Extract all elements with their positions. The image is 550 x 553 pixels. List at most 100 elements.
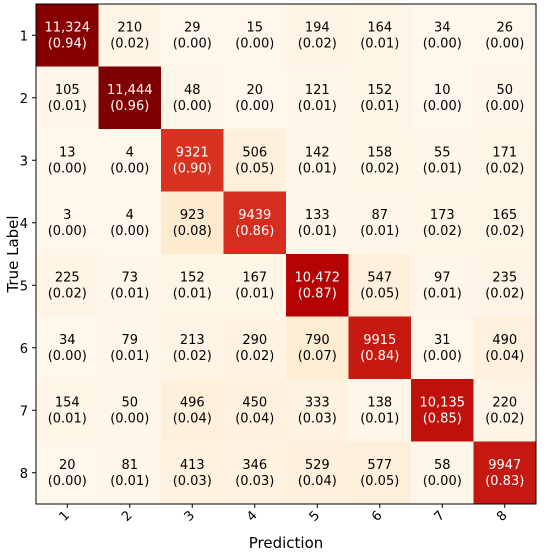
cell-proportion-label: (0.02): [485, 224, 524, 239]
heatmap-cell: [98, 66, 162, 130]
heatmap-cell: [286, 66, 349, 130]
y-tick-label: 2: [20, 92, 28, 107]
y-tick-label: 8: [20, 467, 28, 482]
cell-count-label: 173: [430, 208, 455, 223]
cell-proportion-label: (0.00): [110, 411, 149, 426]
heatmap-cell: [411, 66, 474, 130]
cell-proportion-label: (0.00): [485, 36, 524, 51]
heatmap-cell: [473, 4, 537, 67]
x-tick-label: 5: [307, 508, 323, 524]
heatmap-cell: [411, 441, 474, 505]
plot-frame: [35, 3, 537, 505]
cell-count-label: 210: [117, 20, 142, 35]
heatmap-cell: [161, 129, 224, 192]
cell-count-label: 105: [55, 83, 80, 98]
heatmap-cell: [348, 379, 412, 442]
cell-count-label: 4: [126, 145, 134, 160]
cell-proportion-label: (0.01): [423, 286, 462, 301]
heatmap-cell: [223, 129, 287, 192]
cell-count-label: 13: [59, 145, 76, 160]
heatmap-cell: [473, 316, 537, 380]
cell-proportion-label: (0.87): [298, 286, 337, 301]
cell-count-label: 48: [184, 83, 201, 98]
cell-count-label: 529: [305, 458, 330, 473]
cell-proportion-label: (0.00): [423, 36, 462, 51]
heatmap-cell: [473, 129, 537, 192]
y-tick-label: 4: [20, 217, 28, 232]
cell-proportion-label: (0.01): [48, 99, 87, 114]
y-tick-label: 1: [20, 29, 28, 44]
cell-proportion-label: (0.04): [173, 411, 212, 426]
cell-proportion-label: (0.02): [235, 349, 274, 364]
cell-count-label: 154: [55, 395, 80, 410]
heatmap-cell: [348, 191, 412, 255]
heatmap-cell: [473, 66, 537, 130]
heatmap-cell: [286, 441, 349, 505]
heatmap-cell: [348, 316, 412, 380]
y-axis-label: True Label: [4, 215, 22, 293]
cell-proportion-label: (0.01): [48, 411, 87, 426]
heatmap-cell: [161, 379, 224, 442]
x-tick-label: 3: [182, 508, 198, 524]
heatmap-cell: [223, 379, 287, 442]
heatmap-cell: [36, 191, 99, 255]
cell-count-label: 547: [367, 270, 392, 285]
heatmap-cell: [411, 254, 474, 317]
cell-proportion-label: (0.01): [298, 224, 337, 239]
cell-proportion-label: (0.02): [173, 349, 212, 364]
heatmap-cell: [98, 4, 162, 67]
cell-proportion-label: (0.01): [110, 349, 149, 364]
cell-count-label: 20: [246, 83, 263, 98]
cell-count-label: 4: [126, 208, 134, 223]
heatmap-cell: [36, 254, 99, 317]
cell-count-label: 9947: [488, 458, 521, 473]
heatmap-cell: [98, 379, 162, 442]
cell-count-label: 450: [242, 395, 267, 410]
cell-count-label: 577: [367, 458, 392, 473]
cell-proportion-label: (0.83): [485, 474, 524, 489]
cell-proportion-label: (0.05): [360, 286, 399, 301]
heatmap-cell: [36, 4, 99, 67]
heatmap-cell: [98, 254, 162, 317]
cell-count-label: 10: [434, 83, 451, 98]
cell-proportion-label: (0.00): [235, 99, 274, 114]
heatmap-cell: [36, 379, 99, 442]
cell-proportion-label: (0.01): [360, 99, 399, 114]
heatmap-cell: [161, 66, 224, 130]
heatmap-cell: [286, 254, 349, 317]
cell-count-label: 87: [371, 208, 388, 223]
cell-proportion-label: (0.03): [173, 474, 212, 489]
cell-count-label: 496: [180, 395, 205, 410]
heatmap-cell: [348, 254, 412, 317]
cell-count-label: 9915: [363, 333, 396, 348]
cell-proportion-label: (0.02): [48, 286, 87, 301]
cell-proportion-label: (0.86): [235, 224, 274, 239]
cell-count-label: 165: [492, 208, 517, 223]
heatmap-cell: [348, 66, 412, 130]
heatmap-cell: [348, 129, 412, 192]
cell-count-label: 213: [180, 333, 205, 348]
cell-count-label: 346: [242, 458, 267, 473]
cell-proportion-label: (0.04): [298, 474, 337, 489]
cell-count-label: 158: [367, 145, 392, 160]
cell-count-label: 97: [434, 270, 451, 285]
heatmap-cell: [411, 379, 474, 442]
x-tick-label: 4: [244, 508, 260, 524]
heatmap-cell: [286, 4, 349, 67]
x-axis-label: Prediction: [249, 534, 324, 552]
cell-proportion-label: (0.02): [360, 161, 399, 176]
cell-count-label: 333: [305, 395, 330, 410]
cell-count-label: 11,444: [107, 83, 153, 98]
cell-count-label: 11,324: [45, 20, 91, 35]
cell-count-label: 290: [242, 333, 267, 348]
cell-count-label: 225: [55, 270, 80, 285]
heatmap-cell: [98, 441, 162, 505]
cell-count-label: 34: [59, 333, 76, 348]
cell-proportion-label: (0.94): [48, 36, 87, 51]
cell-proportion-label: (0.01): [360, 411, 399, 426]
cell-proportion-label: (0.00): [423, 99, 462, 114]
heatmap-cells: 11,324(0.94)210(0.02)29(0.00)15(0.00)194…: [36, 4, 537, 505]
heatmap-cell: [473, 191, 537, 255]
heatmap-cell: [411, 129, 474, 192]
